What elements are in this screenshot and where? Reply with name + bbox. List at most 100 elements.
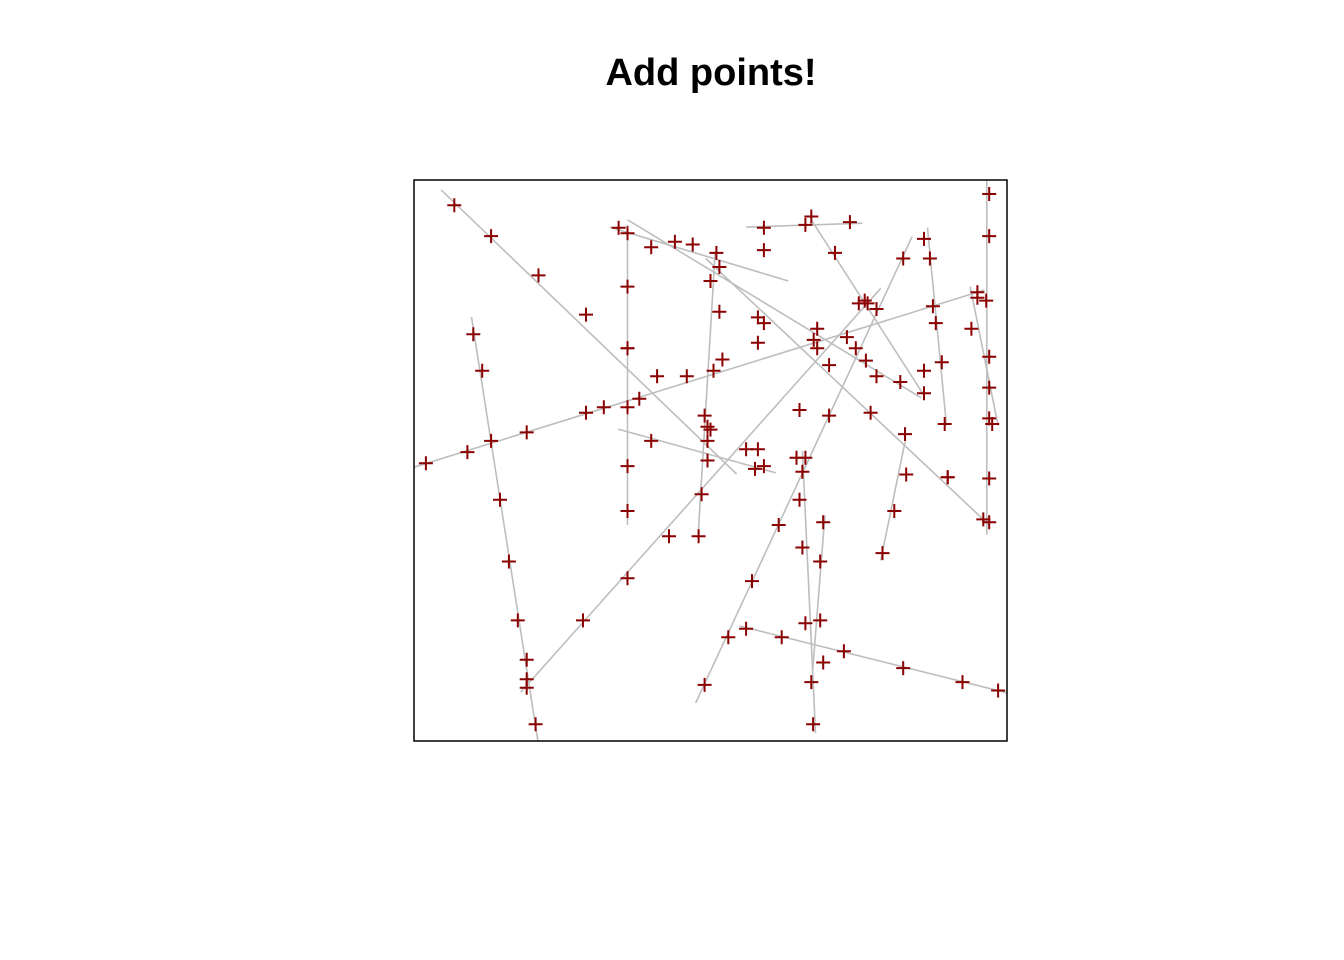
- data-point-129: [839, 330, 854, 345]
- data-point-56: [519, 652, 534, 667]
- data-point-74: [712, 260, 727, 274]
- data-point-55: [976, 512, 991, 527]
- data-point-47: [917, 386, 931, 401]
- data-point-112: [979, 293, 994, 308]
- data-point-23: [493, 492, 507, 507]
- data-point-126: [863, 405, 878, 420]
- data-point-44: [828, 245, 842, 260]
- data-point-60: [662, 529, 676, 544]
- data-point-49: [750, 310, 765, 325]
- data-point-34: [611, 220, 626, 235]
- data-point-94: [816, 515, 831, 530]
- data-point-82: [596, 400, 611, 415]
- data-point-15: [715, 352, 730, 367]
- data-point-117: [982, 515, 997, 530]
- data-point-2: [484, 229, 499, 244]
- data-point-123: [899, 467, 914, 482]
- data-point-9: [418, 456, 433, 471]
- data-point-103: [991, 683, 1006, 698]
- plot-box: [413, 179, 1008, 742]
- data-point-91: [798, 616, 813, 631]
- line-segment-9: [705, 257, 990, 526]
- data-point-3: [531, 268, 546, 283]
- data-point-8: [739, 442, 754, 457]
- data-point-28: [620, 226, 635, 241]
- data-point-114: [982, 380, 997, 395]
- data-point-125: [875, 546, 890, 561]
- data-points: [418, 187, 1006, 732]
- data-point-29: [620, 279, 635, 294]
- data-point-118: [970, 290, 985, 305]
- data-point-14: [679, 369, 694, 384]
- data-point-4: [579, 307, 593, 322]
- data-point-58: [576, 613, 590, 628]
- data-point-90: [795, 540, 810, 555]
- data-point-100: [836, 644, 851, 659]
- data-point-113: [982, 349, 997, 364]
- data-point-99: [774, 630, 789, 645]
- data-point-93: [806, 717, 821, 732]
- data-point-24: [501, 554, 516, 569]
- data-point-119: [964, 321, 979, 336]
- data-point-48: [703, 274, 718, 288]
- data-point-128: [848, 341, 863, 356]
- data-point-22: [484, 433, 499, 448]
- data-point-40: [756, 220, 771, 235]
- data-point-101: [896, 661, 911, 676]
- data-point-92: [804, 675, 819, 690]
- data-point-17: [810, 321, 825, 336]
- data-point-46: [893, 375, 908, 389]
- line-segment-8: [627, 219, 922, 399]
- data-point-52: [858, 353, 873, 368]
- data-point-110: [982, 187, 997, 201]
- data-point-105: [922, 251, 937, 266]
- chart-title: Add points!: [605, 52, 817, 94]
- data-point-66: [721, 630, 736, 645]
- data-point-10: [460, 445, 475, 460]
- data-point-64: [810, 341, 825, 356]
- line-segment-14: [801, 450, 817, 734]
- data-point-107: [928, 316, 943, 331]
- data-point-33: [620, 504, 635, 518]
- data-point-7: [697, 408, 712, 423]
- data-point-102: [955, 675, 970, 690]
- data-point-57: [519, 680, 534, 695]
- data-point-77: [700, 419, 715, 434]
- data-point-73: [896, 251, 911, 266]
- data-point-30: [620, 341, 635, 356]
- data-point-59: [620, 571, 635, 586]
- data-point-70: [822, 408, 837, 423]
- data-point-87: [789, 450, 804, 465]
- line-segment-3: [470, 316, 539, 742]
- line-segment-20: [879, 441, 906, 561]
- data-point-36: [667, 234, 682, 249]
- data-point-95: [813, 554, 828, 569]
- data-point-62: [792, 403, 807, 417]
- data-point-75: [712, 304, 727, 319]
- data-point-78: [700, 453, 715, 468]
- data-point-71: [857, 293, 872, 308]
- data-point-6: [650, 369, 665, 384]
- data-point-127: [869, 369, 884, 384]
- data-point-97: [816, 655, 831, 670]
- data-point-96: [813, 613, 828, 628]
- data-point-109: [937, 417, 952, 431]
- data-point-27: [528, 717, 543, 732]
- data-point-63: [822, 358, 837, 373]
- line-segment-1: [440, 189, 738, 475]
- data-point-89: [792, 492, 807, 507]
- data-point-31: [620, 400, 635, 415]
- data-point-106: [925, 299, 940, 314]
- data-point-65: [697, 677, 712, 692]
- line-segment-15: [811, 515, 826, 673]
- data-point-41: [798, 217, 813, 232]
- data-point-35: [644, 240, 659, 255]
- data-point-61: [748, 461, 762, 476]
- data-point-85: [750, 442, 765, 457]
- data-point-124: [887, 504, 902, 518]
- data-point-81: [703, 422, 718, 437]
- data-point-38: [709, 245, 724, 260]
- data-point-104: [917, 231, 931, 246]
- data-point-12: [579, 405, 593, 420]
